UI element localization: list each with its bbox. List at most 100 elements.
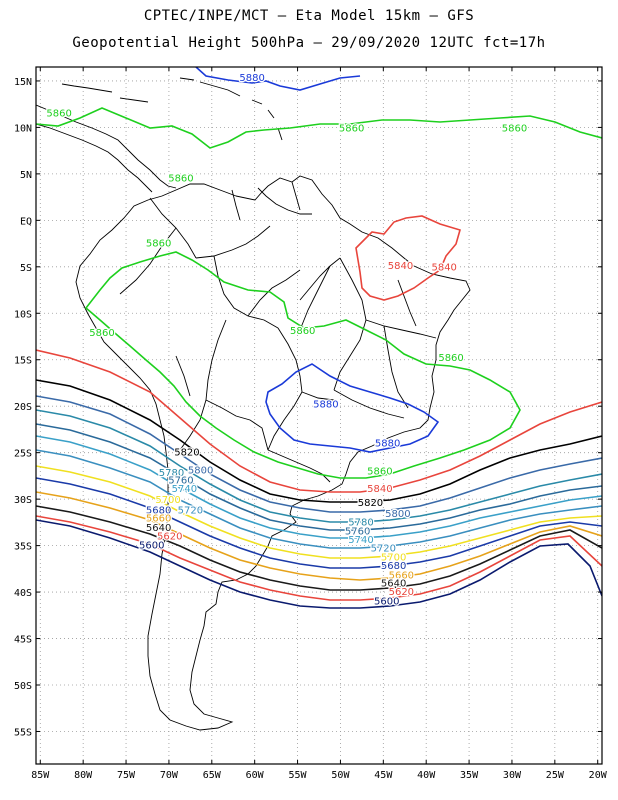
contour-label-5700: 5700 [381, 553, 406, 564]
lon-tick-label: 80W [74, 770, 93, 781]
contour-5680 [36, 477, 602, 569]
lon-tick-label: 35W [460, 770, 479, 781]
country-borders [119, 181, 341, 483]
contour-label-5800: 5800 [385, 509, 410, 520]
contour-5720 [36, 449, 602, 549]
caribbean-islands [179, 77, 283, 141]
contour-label-5860: 5860 [438, 353, 463, 364]
lat-tick-label: 55S [14, 727, 32, 738]
contour-label-5880: 5880 [313, 399, 338, 410]
contour-label-5680: 5680 [381, 561, 406, 572]
lat-tick-label: 40S [14, 588, 32, 599]
lat-tick-label: 25S [14, 449, 32, 460]
contour-label-5600: 5600 [139, 541, 164, 552]
contour-label-5640: 5640 [381, 579, 406, 590]
lat-tick-label: 5S [20, 263, 32, 274]
contour-label-5660: 5660 [146, 514, 171, 525]
contour-5600 [36, 519, 602, 609]
lon-tick-label: 75W [117, 770, 136, 781]
geopotential-contours [36, 67, 602, 609]
lat-lon-grid [36, 67, 602, 764]
contour-5840-northeast [355, 215, 461, 301]
lon-tick-label: 85W [31, 770, 50, 781]
contour-5880-north [195, 67, 361, 91]
contour-label-5860: 5860 [290, 326, 315, 337]
contour-5660 [36, 491, 602, 581]
lat-tick-label: 30S [14, 495, 32, 506]
contour-label-5840: 5840 [431, 263, 456, 274]
contour-label-5880: 5880 [375, 438, 400, 449]
lon-tick-label: 50W [331, 770, 350, 781]
lon-tick-label: 20W [589, 770, 608, 781]
contour-label-5780: 5780 [348, 517, 373, 528]
lat-tick-label: 10N [14, 123, 32, 134]
contour-label-5860: 5860 [168, 174, 193, 185]
contour-5640 [36, 505, 602, 591]
contour-5860-north [36, 107, 602, 149]
map-title-line-2: Geopotential Height 500hPa – 29/09/2020 … [72, 35, 546, 51]
contour-label-layer: 5880 5880 5880 5860 5860 5860 5860 5860 5860 5860… [45, 72, 528, 609]
contour-5700 [36, 465, 602, 559]
lat-tick-label: 50S [14, 681, 32, 692]
contour-5840 [36, 349, 602, 493]
lon-tick-label: 45W [374, 770, 393, 781]
lat-tick-label: EQ [20, 216, 32, 227]
contour-label-5820: 5820 [358, 498, 383, 509]
contour-label-5720: 5720 [371, 543, 396, 554]
contour-5820 [36, 379, 602, 503]
contour-label-5740: 5740 [348, 535, 373, 546]
lat-tick-label: 35S [14, 542, 32, 553]
contour-label-5720: 5720 [178, 505, 203, 516]
contour-label-5680: 5680 [146, 505, 171, 516]
contour-label-5760: 5760 [345, 527, 370, 538]
central-america-coastline [36, 83, 177, 193]
contour-5800 [36, 395, 602, 513]
lat-tick-label: 15N [14, 77, 32, 88]
contour-label-5820: 5820 [174, 448, 199, 459]
contour-5760 [36, 423, 602, 531]
contour-label-5620: 5620 [157, 531, 182, 542]
contour-label-5760: 5760 [168, 476, 193, 487]
map-frame [35, 66, 603, 765]
contour-label-5860: 5860 [89, 328, 114, 339]
contour-label-5700: 5700 [155, 495, 180, 506]
lon-tick-label: 70W [160, 770, 179, 781]
map-title-line-1: CPTEC/INPE/MCT – Eta Model 15km – GFS [143, 8, 475, 24]
contour-label-5860: 5860 [146, 239, 171, 250]
contour-label-5860: 5860 [367, 466, 392, 477]
contour-label-5660: 5660 [389, 570, 414, 581]
contour-label-5860: 5860 [502, 123, 527, 134]
lon-tick-label: 40W [417, 770, 436, 781]
contour-5740 [36, 435, 602, 539]
lon-tick-label: 60W [246, 770, 265, 781]
lat-tick-label: 15S [14, 356, 32, 367]
lon-tick-label: 55W [289, 770, 308, 781]
contour-label-5600: 5600 [374, 596, 399, 607]
contour-label-5740: 5740 [172, 484, 197, 495]
lat-tick-label: 10S [14, 309, 32, 320]
contour-label-5800: 5800 [188, 465, 213, 476]
contour-label-5860: 5860 [46, 108, 71, 119]
contour-label-5840: 5840 [388, 261, 413, 272]
contour-label-5860: 5860 [339, 123, 364, 134]
lat-tick-label: 5N [20, 170, 32, 181]
lon-tick-label: 30W [503, 770, 522, 781]
south-america-coastline [75, 175, 471, 731]
lon-tick-label: 25W [546, 770, 565, 781]
brazil-states [247, 257, 437, 419]
contour-label-5620: 5620 [389, 587, 414, 598]
contour-label-5780: 5780 [159, 468, 184, 479]
lon-tick-label: 65W [203, 770, 222, 781]
contour-5780 [36, 409, 602, 523]
contour-5620 [36, 515, 602, 601]
lat-tick-label: 20S [14, 402, 32, 413]
contour-label-5880: 5880 [239, 73, 264, 84]
contour-label-5840: 5840 [367, 484, 392, 495]
axis-ticks: 85W 80W 75W 70W 65W 60W 55W 50W 45W 40W 35W 30W 25W 2… [14, 67, 608, 781]
lat-tick-label: 45S [14, 635, 32, 646]
coastlines-and-borders [36, 77, 471, 731]
contour-label-5640: 5640 [146, 523, 171, 534]
contour-5880-brazil [265, 363, 440, 453]
contour-5860-south [84, 251, 521, 479]
